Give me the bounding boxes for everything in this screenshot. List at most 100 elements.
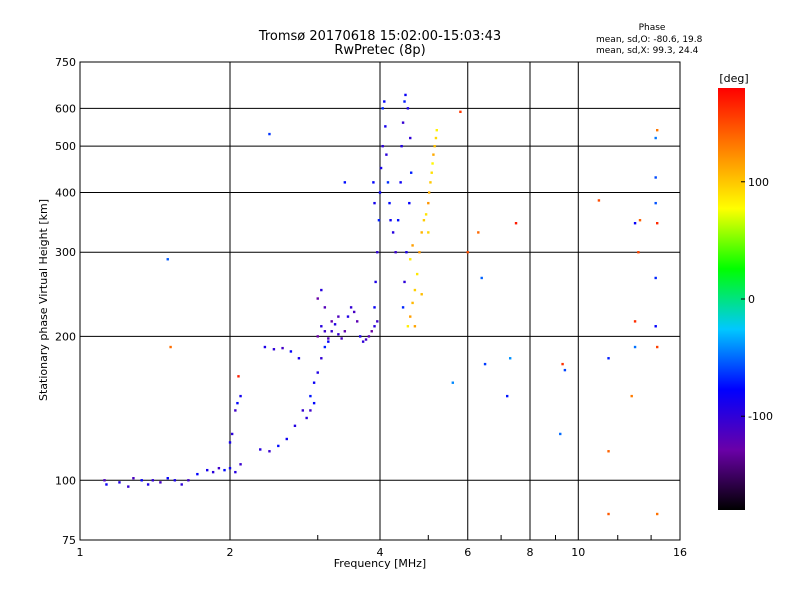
data-point xyxy=(431,162,434,165)
data-point xyxy=(297,357,301,360)
phase-stats-x: mean, sd,X: 99.3, 24.4 xyxy=(596,46,699,56)
data-point xyxy=(323,330,327,333)
data-point xyxy=(358,335,362,338)
data-point xyxy=(459,110,462,114)
x-tick-label: 8 xyxy=(527,546,534,559)
data-point xyxy=(381,107,384,110)
data-point xyxy=(388,201,391,205)
data-point xyxy=(381,144,384,148)
data-point xyxy=(320,288,323,292)
data-point xyxy=(376,251,379,254)
data-point xyxy=(435,128,438,132)
data-point xyxy=(127,485,130,488)
data-point xyxy=(367,335,371,338)
data-point xyxy=(420,293,423,296)
data-point xyxy=(434,136,438,140)
data-point xyxy=(327,340,330,343)
data-point xyxy=(408,201,411,205)
x-tick-label: 1 xyxy=(77,546,84,559)
data-point xyxy=(234,409,237,412)
data-point xyxy=(346,315,350,318)
data-point xyxy=(405,251,408,254)
data-point xyxy=(259,448,262,451)
data-point xyxy=(272,348,276,351)
data-point xyxy=(140,479,143,482)
data-point xyxy=(401,306,405,309)
colorbar xyxy=(718,88,745,510)
data-point xyxy=(323,345,327,349)
data-point xyxy=(223,468,226,472)
data-point xyxy=(400,144,403,148)
data-point xyxy=(312,381,316,384)
x-tick-label: 4 xyxy=(377,546,384,559)
y-axis-ticks: 75 100 200 300 400 500 600 750 xyxy=(55,56,76,547)
data-point xyxy=(451,381,455,384)
data-point xyxy=(263,345,267,349)
data-point xyxy=(411,301,414,305)
data-point xyxy=(211,470,215,474)
data-point xyxy=(427,191,431,194)
data-point xyxy=(205,468,209,472)
data-point xyxy=(373,201,376,205)
data-point xyxy=(373,306,376,309)
data-point xyxy=(343,181,347,184)
data-point xyxy=(316,371,319,374)
x-tick-label: 10 xyxy=(571,546,585,559)
data-point xyxy=(422,219,426,222)
data-point xyxy=(427,231,430,234)
data-point xyxy=(196,472,199,476)
y-tick-label: 75 xyxy=(62,534,76,547)
data-point xyxy=(103,479,106,482)
phase-stats-o: mean, sd,O: -80.6, 19.8 xyxy=(596,35,703,45)
data-point xyxy=(384,125,387,128)
data-point xyxy=(655,222,659,225)
data-point xyxy=(105,483,108,486)
data-point xyxy=(385,153,388,156)
data-point xyxy=(343,330,347,333)
plot-frame xyxy=(79,61,681,541)
data-point xyxy=(401,121,405,124)
data-point xyxy=(409,136,412,140)
data-point xyxy=(166,477,169,480)
data-point xyxy=(413,325,417,328)
data-point xyxy=(409,171,413,174)
data-point xyxy=(370,330,373,333)
data-point xyxy=(514,222,518,225)
x-tick-label: 16 xyxy=(673,546,687,559)
colorbar-label: [deg] xyxy=(719,72,748,85)
y-tick-label: 100 xyxy=(55,474,76,487)
y-tick-label: 400 xyxy=(55,186,76,199)
data-point xyxy=(420,231,423,234)
data-point xyxy=(409,258,412,261)
data-point xyxy=(239,394,242,398)
data-point xyxy=(389,219,392,222)
data-point xyxy=(118,481,121,484)
data-point xyxy=(349,306,353,309)
x-tick-label: 2 xyxy=(227,546,234,559)
data-point xyxy=(228,466,232,470)
data-point xyxy=(364,338,368,341)
data-point xyxy=(309,409,312,412)
data-point xyxy=(633,320,637,323)
data-point xyxy=(361,340,365,343)
data-point xyxy=(427,201,430,205)
data-point xyxy=(607,357,610,360)
data-point xyxy=(285,437,288,441)
colorbar-ticks: 100 0 -100 xyxy=(741,176,773,423)
data-point xyxy=(396,219,400,222)
y-tick-label: 500 xyxy=(55,140,76,153)
data-point xyxy=(320,357,323,360)
data-point xyxy=(268,132,271,136)
chart-subtitle: RwPretec (8p) xyxy=(334,43,425,58)
data-point xyxy=(239,463,242,466)
data-point xyxy=(399,181,402,184)
data-point xyxy=(309,394,312,398)
data-point xyxy=(337,315,340,318)
data-point xyxy=(403,100,406,103)
data-point xyxy=(483,362,487,366)
data-point xyxy=(409,315,412,318)
data-point xyxy=(234,470,237,474)
data-point xyxy=(559,432,562,436)
y-tick-label: 750 xyxy=(55,56,76,69)
data-point xyxy=(173,479,177,482)
